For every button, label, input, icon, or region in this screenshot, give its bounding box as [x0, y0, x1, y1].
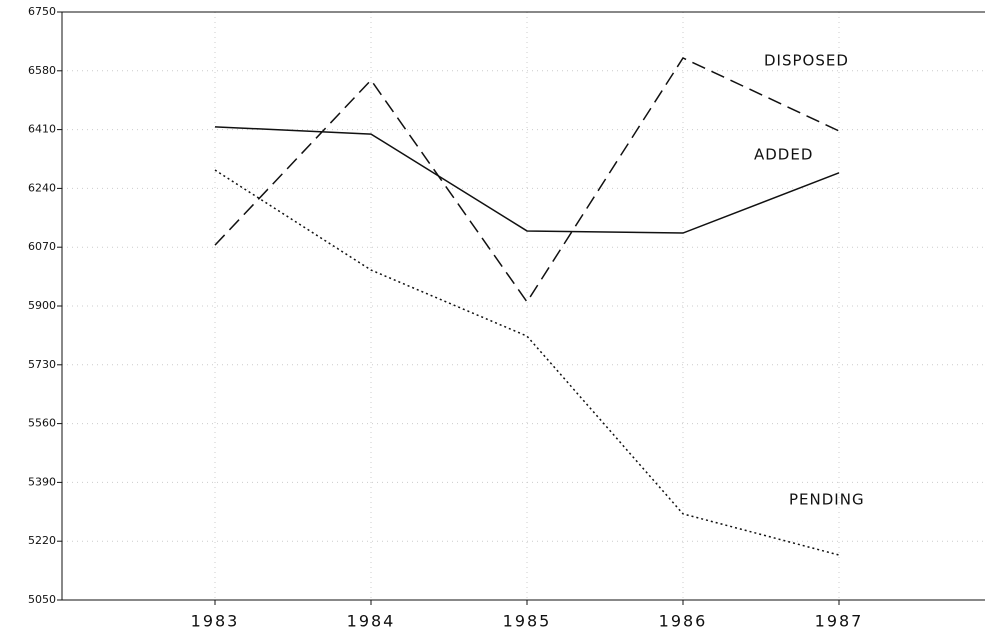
y-tick-label: 5050 — [28, 593, 56, 606]
series-label: ADDED — [754, 145, 813, 163]
x-tick-label: 1984 — [347, 612, 396, 631]
x-tick-label: 1983 — [191, 612, 240, 631]
series-line — [214, 126, 840, 234]
series-label: DISPOSED — [764, 51, 849, 69]
y-tick-label: 5560 — [28, 417, 56, 430]
y-tick-label: 5390 — [28, 475, 56, 488]
x-tick-label: 1985 — [503, 612, 552, 631]
x-tick-label: 1986 — [659, 612, 708, 631]
y-tick-label: 6580 — [28, 64, 56, 77]
y-tick-label: 6410 — [28, 123, 56, 136]
y-tick-label: 6070 — [28, 240, 56, 253]
y-tick-label: 6750 — [28, 5, 56, 18]
y-tick-label: 5730 — [28, 358, 56, 371]
series-label: PENDING — [789, 491, 865, 509]
x-tick-label: 1987 — [815, 612, 864, 631]
y-tick-label: 6240 — [28, 181, 56, 194]
y-tick-label: 5900 — [28, 299, 56, 312]
series-line — [214, 57, 840, 304]
y-tick-label: 5220 — [28, 534, 56, 547]
